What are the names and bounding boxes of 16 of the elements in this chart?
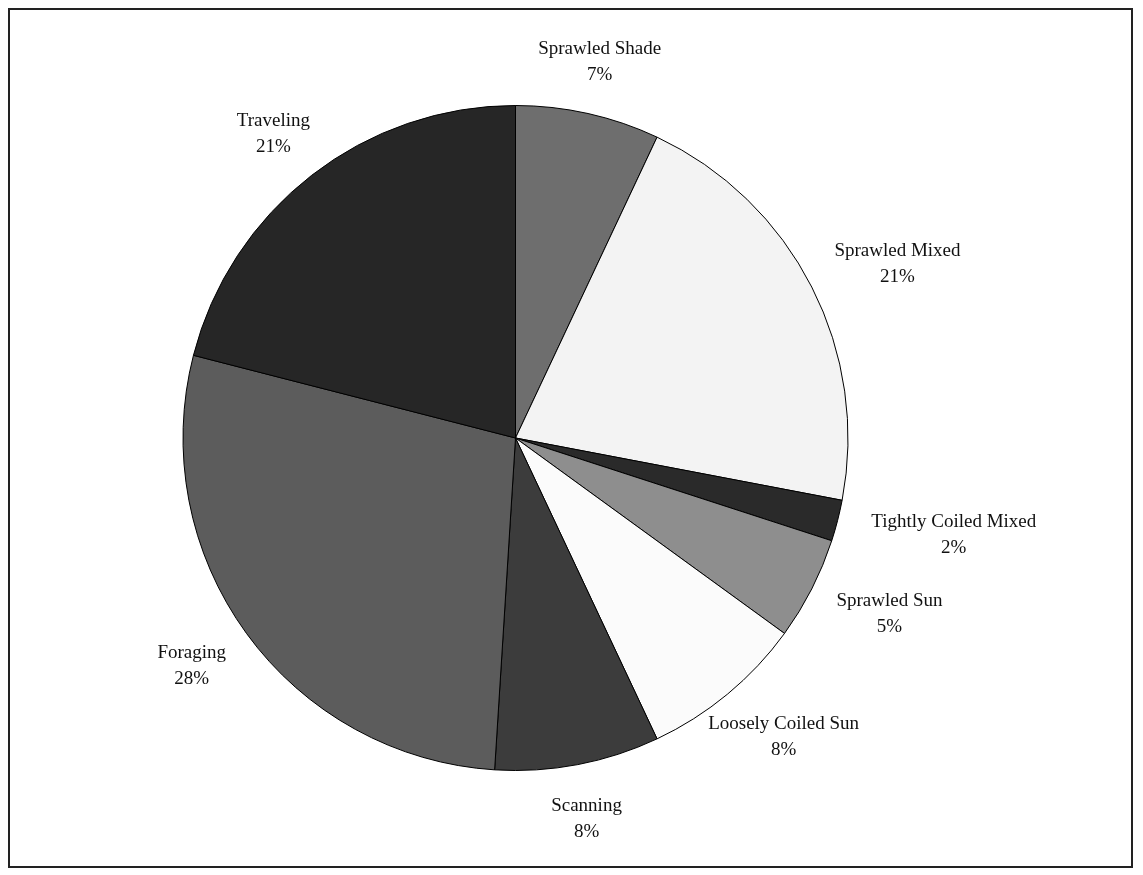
slice-label: Sprawled Sun bbox=[836, 589, 944, 611]
slice-label: Sprawled Mixed bbox=[834, 238, 962, 260]
data-label: 2% bbox=[941, 536, 967, 558]
slice-label: Foraging bbox=[157, 641, 227, 663]
data-label: 8% bbox=[770, 737, 797, 759]
data-label: 8% bbox=[573, 819, 600, 841]
slice-label: Sprawled Shade bbox=[538, 36, 662, 58]
data-label: 21% bbox=[256, 134, 292, 156]
slice-label: Tightly Coiled Mixed bbox=[871, 510, 1037, 532]
slice-label: Loosely Coiled Sun bbox=[708, 711, 860, 733]
slice-label: Traveling bbox=[236, 108, 311, 130]
data-label: 5% bbox=[876, 615, 903, 637]
data-label: 7% bbox=[587, 62, 613, 84]
data-label: 28% bbox=[174, 667, 210, 689]
data-label: 21% bbox=[880, 264, 916, 286]
slice-label: Scanning bbox=[551, 793, 623, 815]
